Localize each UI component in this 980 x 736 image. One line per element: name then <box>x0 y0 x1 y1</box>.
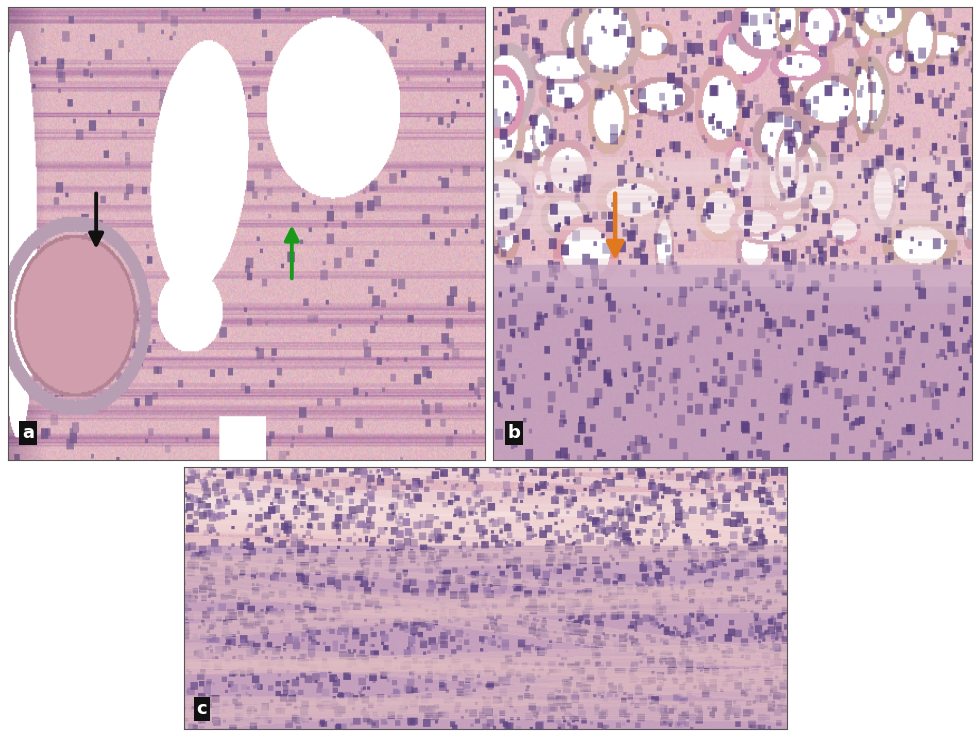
Text: b: b <box>508 424 520 442</box>
Text: c: c <box>196 700 207 718</box>
Text: a: a <box>23 424 34 442</box>
